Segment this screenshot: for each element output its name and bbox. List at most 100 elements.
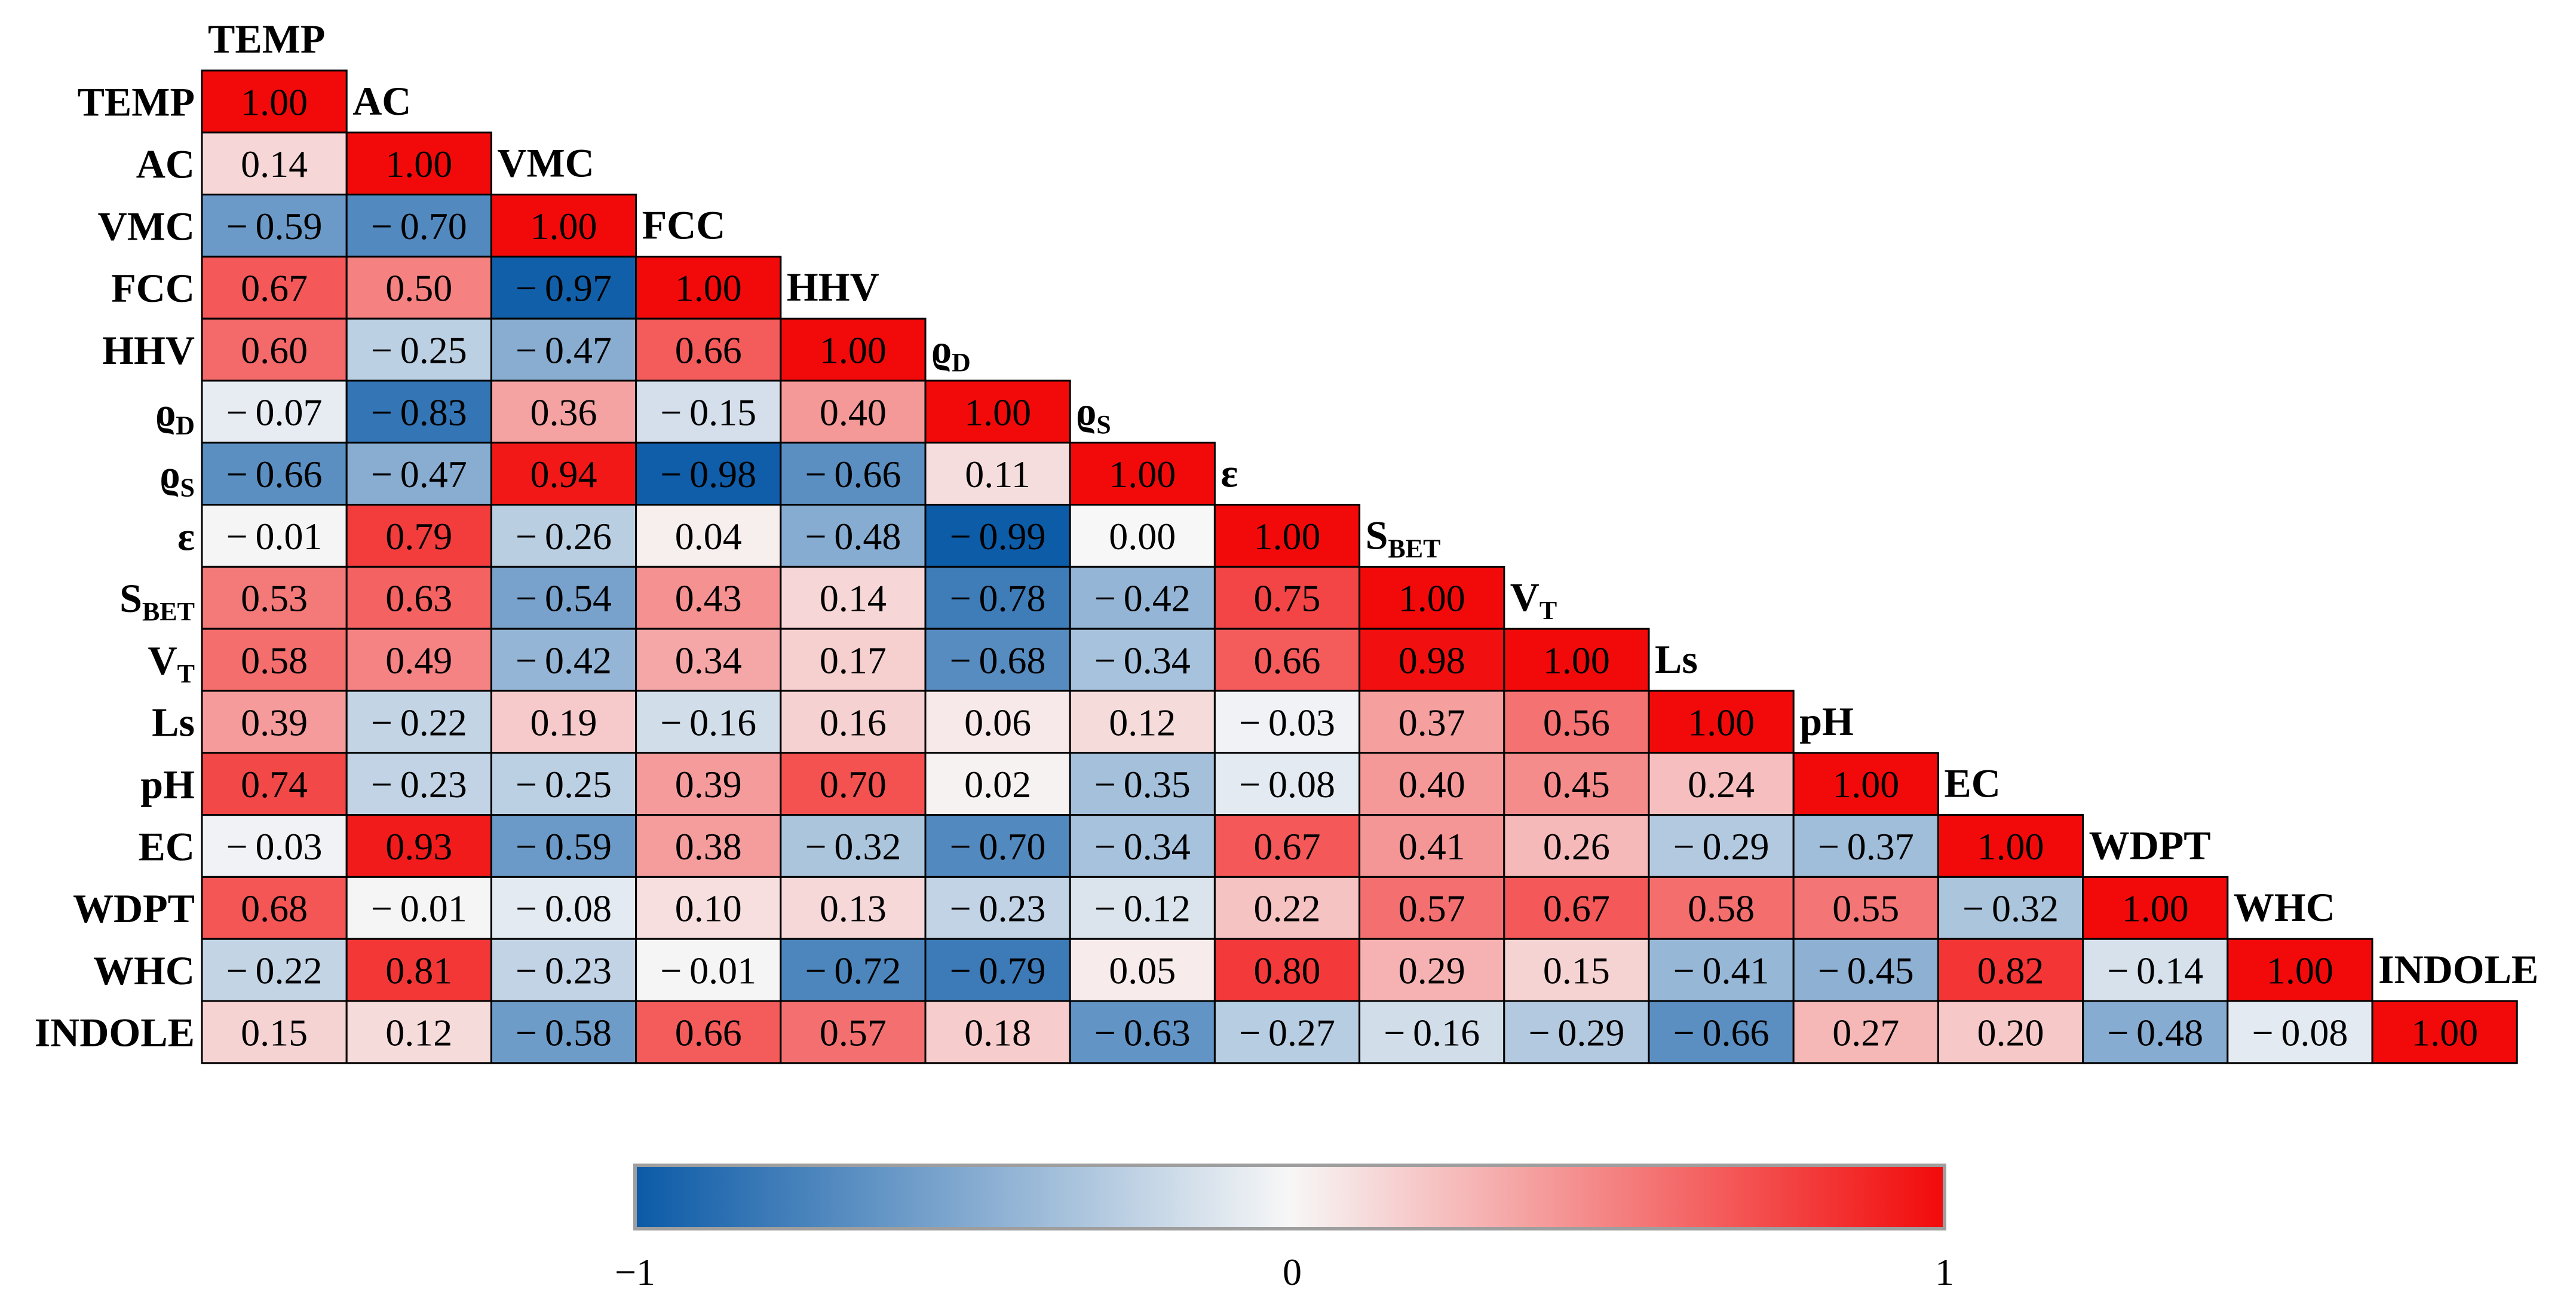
heatmap-cell-sbet-vmc <box>490 565 637 630</box>
heatmap-cell-rho-d-temp <box>201 379 348 444</box>
cell-value-label: 0.57 <box>1399 887 1465 930</box>
cell-value-label: − 0.22 <box>226 950 323 992</box>
column-label-ls: Ls <box>1655 636 1698 682</box>
row-label-rho-s: ϱS <box>160 452 195 503</box>
cell-value-label: − 0.25 <box>516 763 612 806</box>
heatmap-cell-ls-temp <box>201 690 348 754</box>
cell-value-label: − 0.66 <box>226 453 323 495</box>
heatmap-cell-ac-ac <box>345 131 492 196</box>
heatmap-cell-indole-temp <box>201 1000 348 1064</box>
cell-value-label: 0.58 <box>1688 887 1755 930</box>
row-label-whc: WHC <box>93 948 195 993</box>
cell-value-label: 0.66 <box>675 329 742 372</box>
cell-value-label: 0.19 <box>530 701 597 743</box>
cell-value-label: 1.00 <box>241 81 308 123</box>
heatmap-cell-indole-fcc <box>635 1000 782 1064</box>
cell-value-label: 0.12 <box>385 1011 452 1054</box>
column-label-sbet: SBET <box>1366 512 1441 563</box>
cell-value-label: − 0.29 <box>1673 825 1770 868</box>
heatmap-cell-indole-ph <box>1792 1000 1939 1064</box>
cell-value-label: − 0.25 <box>371 329 467 372</box>
cell-value-label: − 0.32 <box>1962 887 2059 930</box>
cell-value-label: 0.38 <box>675 825 742 868</box>
cell-value-label: 0.93 <box>385 825 452 868</box>
cell-value-label: − 0.12 <box>1094 887 1191 930</box>
cell-value-label: − 0.63 <box>1094 1011 1191 1054</box>
cell-value-label: 0.36 <box>530 391 597 433</box>
heatmap-cell-rho-d-rho-d <box>924 379 1071 444</box>
heatmap-cell-rho-s-rho-s <box>1069 442 1216 506</box>
heatmap-cell-fcc-fcc <box>635 255 782 320</box>
cell-value-label: − 0.66 <box>1673 1011 1770 1054</box>
column-label-indole: INDOLE <box>2378 947 2538 992</box>
heatmap-cell-ec-ls <box>1648 814 1795 878</box>
heatmap-cell-ph-rho-s <box>1069 752 1216 816</box>
cell-value-label: − 0.14 <box>2107 950 2203 992</box>
heatmap-cell-rho-s-temp <box>201 442 348 506</box>
cell-value-label: − 0.08 <box>2252 1011 2348 1054</box>
cell-value-label: 0.60 <box>241 329 308 372</box>
heatmap-cell-ec-temp <box>201 814 348 878</box>
column-label-ph: pH <box>1799 699 1854 744</box>
heatmap-cell-whc-hhv <box>780 938 927 1002</box>
cell-value-label: 0.41 <box>1399 825 1465 868</box>
heatmap-cell-vt-sbet <box>1358 627 1505 692</box>
heatmap-cell-wdpt-wdpt <box>2082 876 2229 940</box>
heatmap-cell-whc-epsilon <box>1213 938 1361 1002</box>
cell-value-label: − 0.48 <box>2107 1011 2203 1054</box>
heatmap-cell-wdpt-ec <box>1937 876 2084 940</box>
cell-value-label: 0.81 <box>385 950 452 992</box>
heatmap-cell-rho-d-ac <box>345 379 492 444</box>
column-label-fcc: FCC <box>642 202 726 247</box>
cell-value-label: − 0.48 <box>805 515 901 558</box>
cell-value-label: 0.26 <box>1543 825 1610 868</box>
cell-value-label: − 0.08 <box>1239 763 1335 806</box>
row-label-wdpt: WDPT <box>73 886 195 931</box>
heatmap-cell-whc-vt <box>1503 938 1650 1002</box>
heatmap-cell-rho-d-fcc <box>635 379 782 444</box>
cell-value-label: 0.63 <box>385 577 452 620</box>
heatmap-cell-indole-wdpt <box>2082 1000 2229 1064</box>
cell-value-label: − 0.27 <box>1239 1011 1335 1054</box>
heatmap-cell-indole-sbet <box>1358 1000 1505 1064</box>
column-labels: TEMP AC VMC FCC HHV ϱD ϱS ε SBET VT Ls pH EC WDPT WHC I… <box>208 16 2538 992</box>
cell-value-label: − 0.34 <box>1094 639 1191 682</box>
heatmap-cell-wdpt-ph <box>1792 876 1939 940</box>
cell-value-label: 0.66 <box>1254 639 1321 682</box>
cell-value-label: − 0.35 <box>1094 763 1191 806</box>
column-label-epsilon: ε <box>1220 451 1238 496</box>
heatmap-cell-wdpt-epsilon <box>1213 876 1361 940</box>
heatmap-cell-vt-ac <box>345 627 492 692</box>
cell-value-label: − 0.01 <box>660 950 756 992</box>
heatmap-cell-ec-vmc <box>490 814 637 878</box>
cell-value-label: − 0.83 <box>371 391 467 433</box>
row-label-epsilon: ε <box>177 513 195 559</box>
heatmap-cell-vt-vmc <box>490 627 637 692</box>
heatmap-cell-vt-epsilon <box>1213 627 1361 692</box>
heatmap-cell-ph-fcc <box>635 752 782 816</box>
cell-value-label: 0.67 <box>1543 887 1610 930</box>
heatmap-cell-wdpt-rho-s <box>1069 876 1216 940</box>
cell-value-label: − 0.03 <box>1239 701 1335 743</box>
cell-value-label: − 0.16 <box>660 701 756 743</box>
cell-value-label: 0.98 <box>1399 639 1465 682</box>
column-label-wdpt: WDPT <box>2089 822 2211 868</box>
cell-value-label: − 0.99 <box>950 515 1046 558</box>
heatmap-cell-epsilon-epsilon <box>1213 504 1361 568</box>
heatmap-cell-indole-indole <box>2371 1000 2518 1064</box>
cell-value-label: 1.00 <box>1399 577 1465 620</box>
cell-value-label: 0.45 <box>1543 763 1610 806</box>
cell-value-label: 1.00 <box>820 329 887 372</box>
cell-value-label: − 0.16 <box>1384 1011 1480 1054</box>
heatmap-cell-rho-s-rho-d <box>924 442 1071 506</box>
cell-value-label: 0.20 <box>1977 1011 2044 1054</box>
heatmap-cell-ph-epsilon <box>1213 752 1361 816</box>
cell-value-label: 1.00 <box>1254 515 1321 558</box>
heatmap-cell-sbet-sbet <box>1358 565 1505 630</box>
cell-value-label: − 0.59 <box>226 205 323 247</box>
cell-value-label: 0.14 <box>241 143 308 185</box>
heatmap-cell-rho-d-vmc <box>490 379 637 444</box>
cell-value-label: − 0.03 <box>226 825 323 868</box>
heatmap-cell-ls-sbet <box>1358 690 1505 754</box>
cell-value-label: 0.49 <box>385 639 452 682</box>
